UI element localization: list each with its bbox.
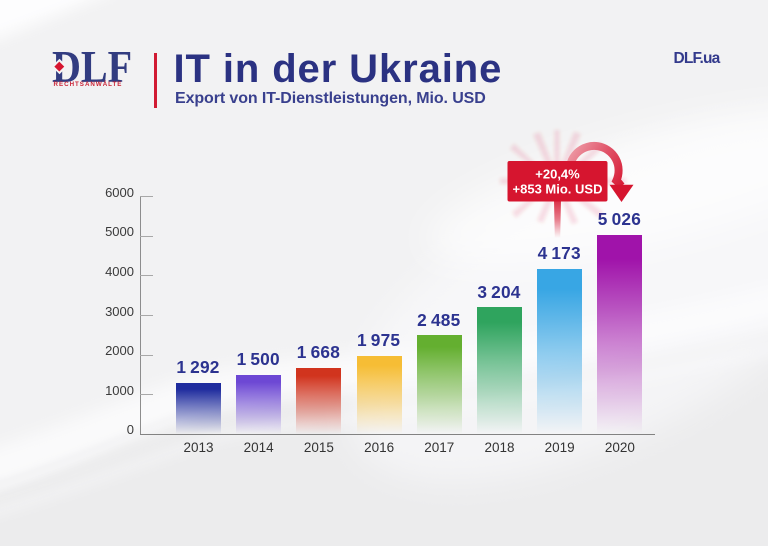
svg-text:+20,4%: +20,4%	[535, 166, 580, 181]
svg-text:+853 Mio. USD: +853 Mio. USD	[513, 182, 603, 197]
